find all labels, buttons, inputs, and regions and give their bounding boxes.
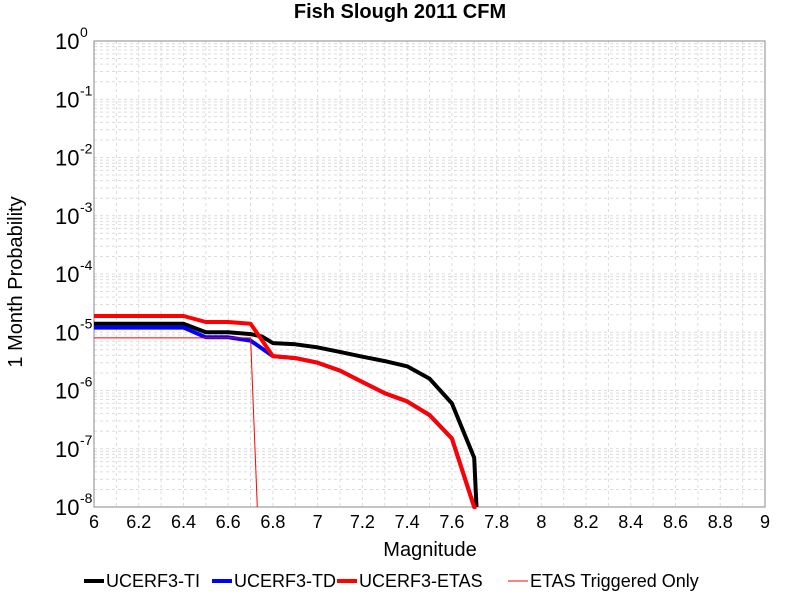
x-tick-label: 8.8 — [708, 512, 733, 532]
y-tick-exponent: -2 — [80, 141, 93, 157]
x-tick-label: 6.8 — [260, 512, 285, 532]
y-tick-label: 10 — [55, 204, 79, 229]
y-tick-exponent: -1 — [80, 82, 93, 98]
y-tick-label: 10 — [55, 29, 79, 54]
y-tick-exponent: -5 — [80, 315, 93, 331]
x-axis-label: Magnitude — [383, 539, 476, 561]
x-tick-label: 7.8 — [484, 512, 509, 532]
x-tick-label: 8 — [536, 512, 546, 532]
y-tick-label: 10 — [55, 437, 79, 462]
chart-title: Fish Slough 2011 CFM — [294, 1, 506, 23]
x-tick-label: 7.4 — [395, 512, 420, 532]
grid — [93, 41, 766, 508]
x-tick-label: 8.2 — [574, 512, 599, 532]
y-tick-label: 10 — [55, 146, 79, 171]
x-tick-label: 9 — [760, 512, 770, 532]
y-tick-exponent: 0 — [80, 24, 88, 40]
legend-label: ETAS Triggered Only — [530, 571, 699, 591]
y-tick-label: 10 — [55, 495, 79, 520]
y-tick-label: 10 — [55, 262, 79, 287]
x-tick-label: 7.2 — [350, 512, 375, 532]
y-tick-exponent: -4 — [80, 257, 93, 273]
legend-label: UCERF3-TI — [106, 571, 200, 591]
series-lines — [94, 314, 479, 509]
series-line-3 — [94, 314, 477, 509]
series-line-4 — [94, 337, 258, 508]
x-tick-label: 7 — [313, 512, 323, 532]
x-tick-label: 8.4 — [618, 512, 643, 532]
x-tick-label: 6.4 — [171, 512, 196, 532]
legend-label: UCERF3-ETAS — [359, 571, 483, 591]
x-tick-label: 6 — [89, 512, 99, 532]
y-tick-label: 10 — [55, 320, 79, 345]
x-tick-label: 7.6 — [439, 512, 464, 532]
legend-label: UCERF3-TD — [234, 571, 336, 591]
x-tick-label: 8.6 — [663, 512, 688, 532]
x-tick-labels: 6 6.2 6.4 6.6 6.8 7 7.2 7.4 7.6 7.8 8 8.2 8.4 8.6 8.8 9 — [89, 512, 770, 532]
y-tick-exponent: -8 — [80, 490, 93, 506]
y-tick-label: 10 — [55, 87, 79, 112]
plot-frame — [93, 40, 766, 508]
y-tick-exponent: -7 — [80, 432, 93, 448]
series-line-1 — [94, 321, 479, 508]
y-tick-label: 10 — [55, 379, 79, 404]
y-tick-exponent: -6 — [80, 374, 93, 390]
x-tick-label: 6.2 — [126, 512, 151, 532]
x-tick-label: 6.6 — [216, 512, 241, 532]
y-axis-label: 1 Month Probability — [5, 196, 27, 367]
y-tick-exponent: -3 — [80, 199, 93, 215]
legend: UCERF3-TI UCERF3-TD UCERF3-ETAS ETAS Trigge… — [84, 571, 699, 591]
series-line-2 — [94, 325, 477, 509]
